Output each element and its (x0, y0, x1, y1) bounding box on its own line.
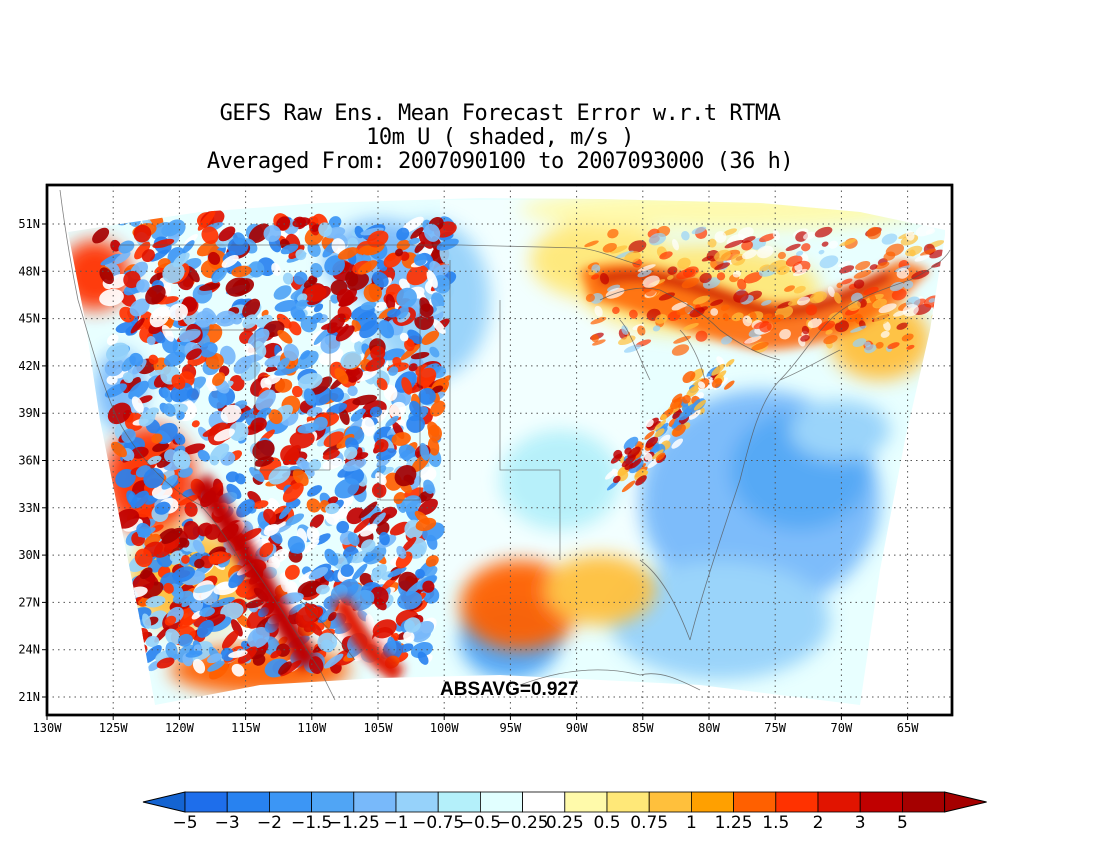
colorbar-swatch (479, 791, 523, 813)
lon-tick-label: 130W (33, 721, 63, 735)
lon-tick-label: 100W (430, 721, 460, 735)
colorbar-label: −0.5 (460, 813, 501, 833)
colorbar-swatch (648, 791, 692, 813)
lon-tick-label: 120W (165, 721, 195, 735)
colorbar-swatch (733, 791, 777, 813)
colorbar-label: 5 (897, 813, 908, 833)
colorbar-swatch (437, 791, 481, 813)
lat-tick-label: 30N (18, 548, 40, 562)
colorbar-label: 1 (686, 813, 697, 833)
colorbar-swatch (817, 791, 861, 813)
error-field-shading (68, 198, 945, 705)
lat-tick-label: 51N (18, 217, 40, 231)
colorbar-label: −0.75 (412, 813, 464, 833)
lat-tick-label: 42N (18, 359, 40, 373)
lat-tick-label: 36N (18, 454, 40, 468)
colorbar-swatch (902, 791, 946, 813)
colorbar-swatch (522, 791, 566, 813)
colorbar-swatch (184, 791, 228, 813)
colorbar-label: −1.25 (328, 813, 380, 833)
colorbar-swatch (691, 791, 735, 813)
colorbar-swatch (353, 791, 397, 813)
lon-tick-label: 115W (231, 721, 261, 735)
colorbar-label: 1.5 (762, 813, 789, 833)
colorbar-label: 0.75 (630, 813, 668, 833)
lon-tick-label: 70W (831, 721, 853, 735)
colorbar-label: −1 (383, 813, 408, 833)
colorbar-swatch (564, 791, 608, 813)
lon-tick-label: 90W (566, 721, 588, 735)
colorbar-low-arrow (142, 791, 186, 813)
colorbar-swatch (268, 791, 312, 813)
colorbar-swatch (311, 791, 355, 813)
colorbar-swatch (226, 791, 270, 813)
lon-tick-label: 105W (364, 721, 394, 735)
colorbar-label: 1.25 (715, 813, 753, 833)
lon-tick-label: 110W (297, 721, 327, 735)
lon-tick-label: 75W (764, 721, 786, 735)
lat-tick-label: 45N (18, 312, 40, 326)
colorbar-label: 0.5 (593, 813, 620, 833)
lat-tick-label: 24N (18, 643, 40, 657)
lon-tick-label: 125W (99, 721, 129, 735)
lat-tick-label: 21N (18, 690, 40, 704)
lat-tick-label: 48N (18, 264, 40, 278)
colorbar: −5 −3 −2 −1.5−1.25 −1 −0.75−0.5−0.250.25 0.5 0.… (142, 791, 987, 833)
colorbar-high-arrow (944, 791, 987, 813)
colorbar-swatch (775, 791, 819, 813)
lat-lon-grid (47, 185, 952, 715)
lon-tick-label: 85W (632, 721, 654, 735)
lon-tick-label: 65W (897, 721, 919, 735)
colorbar-label: 0.25 (546, 813, 584, 833)
lat-tick-label: 33N (18, 501, 40, 515)
colorbar-swatch (859, 791, 903, 813)
colorbar-label: −2 (257, 813, 282, 833)
colorbar-swatch (606, 791, 650, 813)
lat-tick-label: 39N (18, 406, 40, 420)
colorbar-label: −5 (172, 813, 197, 833)
lon-tick-label: 80W (698, 721, 720, 735)
title-line-3: Averaged From: 2007090100 to 2007093000 … (206, 149, 794, 174)
figure-title: GEFS Raw Ens. Mean Forecast Error w.r.t … (0, 102, 1000, 174)
colorbar-label: −3 (215, 813, 240, 833)
colorbar-label: 2 (813, 813, 824, 833)
colorbar-label: −1.5 (291, 813, 332, 833)
title-line-1: GEFS Raw Ens. Mean Forecast Error w.r.t … (219, 101, 781, 126)
title-line-2: 10m U ( shaded, m/s ) (366, 125, 634, 150)
colorbar-label: −0.25 (497, 813, 549, 833)
colorbar-swatch (395, 791, 439, 813)
boundary-lines (59, 189, 951, 701)
colorbar-label: 3 (855, 813, 866, 833)
lat-tick-label: 27N (18, 595, 40, 609)
lon-tick-label: 95W (500, 721, 522, 735)
absavg-annotation: ABSAVG=0.927 (440, 679, 579, 700)
